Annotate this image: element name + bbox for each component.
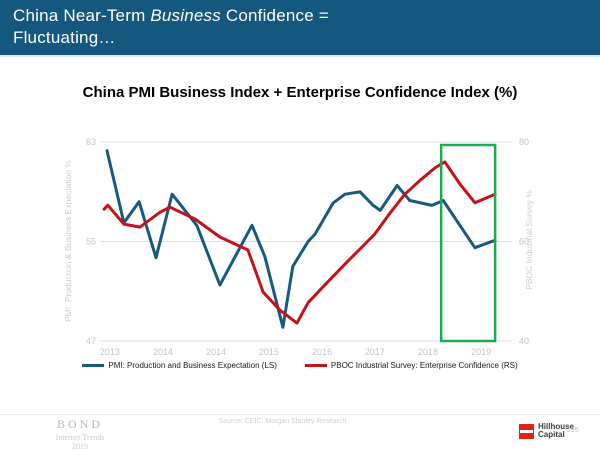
highlight-box [439, 143, 497, 343]
legend-item-pmi: PMI: Production and Business Expectation… [82, 361, 277, 370]
x-axis-tick-label: 2015 [259, 347, 279, 357]
header-bar: China Near-Term Business Confidence = Fl… [0, 0, 600, 57]
chart-title: China PMI Business Index + Enterprise Co… [82, 84, 518, 101]
bond-internet-trends-logo: BOND Internet Trends 2019 [25, 417, 135, 450]
bond-logo-year: 2019 [72, 442, 88, 450]
x-axis-tick-label: 2013 [100, 347, 120, 357]
hillhouse-logo-text: Hillhouse Capital [538, 422, 575, 439]
source-note: Source: CEIC, Morgan Stanley Research [218, 418, 347, 425]
right-axis-tick-label: 40 [519, 336, 529, 346]
hillhouse-logo-stripe [520, 429, 533, 433]
bond-logo-subtitle: Internet Trends [55, 433, 105, 442]
hillhouse-logo-icon [519, 423, 534, 439]
right-axis-tick-label: 80 [519, 137, 529, 147]
pmi-series-line [105, 149, 497, 329]
bond-logo-wordmark: BOND [56, 417, 103, 431]
pboc-series-line [102, 160, 497, 325]
footer-divider [0, 414, 600, 415]
right-axis-tick-label: 60 [519, 237, 529, 247]
x-axis-tick-label: 2017 [365, 347, 385, 357]
left-axis-tick-label: 63 [86, 137, 96, 147]
slide-title-line2: Fluctuating… [13, 28, 116, 47]
chart-legend: PMI: Production and Business Expectation… [0, 361, 600, 370]
x-axis-tick-label: 2016 [312, 347, 332, 357]
hillhouse-capital-logo: Hillhouse Capital [519, 423, 574, 439]
x-axis-tick-label: 2014 [206, 347, 226, 357]
legend-swatch-pboc [304, 364, 327, 367]
left-axis-title: PMI: Production & Business Expectation % [63, 159, 73, 323]
left-axis-tick-label: 55 [86, 237, 96, 247]
x-axis-tick-label: 2018 [418, 347, 438, 357]
slide-title: China Near-Term Business Confidence = Fl… [13, 5, 329, 49]
x-axis-tick-label: 2019 [471, 347, 491, 357]
x-axis-tick-label: 2014 [153, 347, 173, 357]
slide-title-line1: China Near-Term Business Confidence = [13, 6, 329, 25]
page-number: 295 [567, 427, 579, 434]
legend-label-pboc: PBOC Industrial Survey: Enterprise Confi… [330, 361, 518, 370]
legend-label-pmi: PMI: Production and Business Expectation… [108, 361, 277, 370]
legend-swatch-pmi [82, 364, 105, 367]
left-axis-tick-label: 47 [86, 336, 96, 346]
legend-item-pboc: PBOC Industrial Survey: Enterprise Confi… [304, 361, 518, 370]
right-axis-title: PBOC Industrial Survey % [524, 190, 534, 290]
